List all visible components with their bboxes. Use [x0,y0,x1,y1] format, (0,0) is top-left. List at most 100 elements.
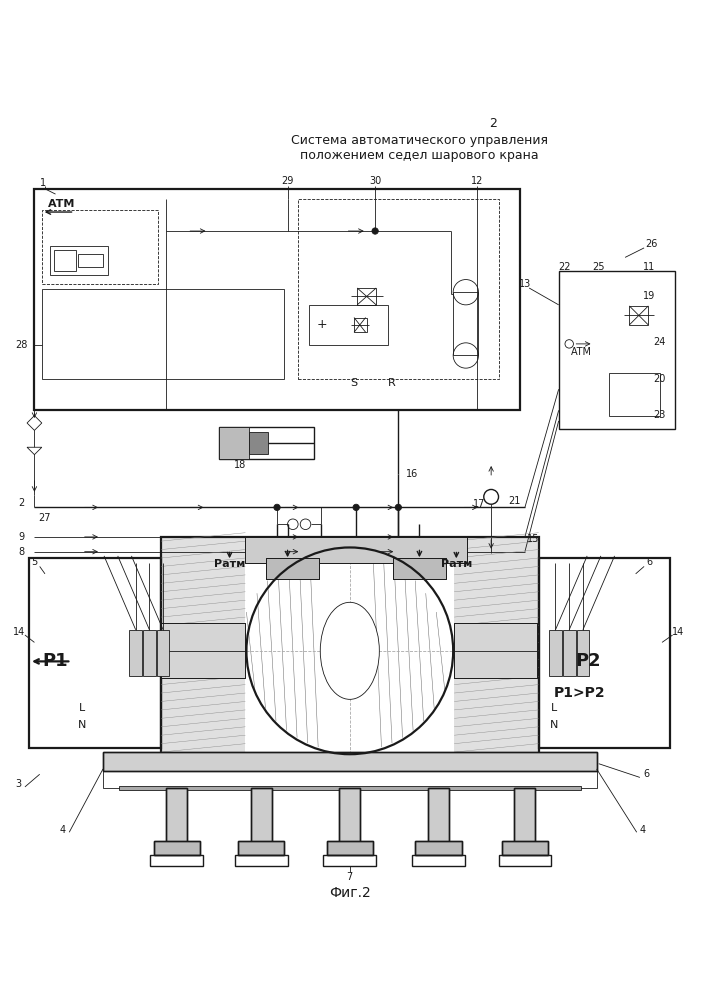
Bar [629,306,648,325]
Bar [50,246,108,275]
Text: 4: 4 [60,825,66,835]
Bar [249,432,267,454]
Text: 23: 23 [654,410,666,420]
Text: 17: 17 [474,499,486,509]
Text: 9: 9 [18,532,25,542]
Bar [153,841,200,855]
Text: 12: 12 [472,176,484,186]
Bar [42,210,158,284]
Circle shape [353,504,359,511]
Text: 25: 25 [592,262,605,272]
Text: Фиг.2: Фиг.2 [329,886,370,900]
Bar [161,537,539,767]
Polygon shape [161,537,245,767]
Bar [267,558,320,579]
Bar [339,788,361,843]
Text: N: N [78,720,86,730]
Polygon shape [27,416,42,430]
Bar [251,788,271,843]
Bar [609,373,660,416]
Text: R: R [388,378,396,388]
Text: 13: 13 [519,279,531,289]
Bar [549,630,562,676]
Text: Ратм: Ратм [214,559,245,569]
Bar [235,855,288,866]
Bar [35,189,520,410]
Bar [559,271,674,429]
Text: 15: 15 [527,534,539,544]
Bar [339,788,361,843]
Bar [54,250,76,271]
Bar [166,788,187,843]
Bar [42,289,284,379]
Bar [502,841,548,855]
Text: 2: 2 [489,117,497,130]
Text: +: + [317,318,328,331]
Bar [103,752,597,771]
Text: 11: 11 [643,262,655,272]
Text: АТМ: АТМ [571,347,592,357]
Bar [327,841,373,855]
Bar [428,788,449,843]
Text: 28: 28 [16,340,28,350]
Bar [428,788,449,843]
Bar [354,318,367,332]
Bar [219,427,249,459]
Text: 14: 14 [672,627,684,637]
Bar [454,623,537,678]
Text: Р1>Р2: Р1>Р2 [554,686,606,700]
Text: 1: 1 [40,178,46,188]
Bar [166,788,187,843]
Bar [539,558,670,748]
Bar [238,841,284,855]
Bar [393,558,446,579]
Bar [323,855,376,866]
Bar [151,855,203,866]
Text: положением седел шарового крана: положением седел шарового крана [300,149,539,162]
Bar [238,841,284,855]
Text: Система автоматического управления: Система автоматического управления [291,134,548,147]
Text: 26: 26 [645,239,658,249]
Circle shape [274,504,280,511]
Text: L: L [78,703,85,713]
Text: 2: 2 [18,498,25,508]
Text: 20: 20 [654,374,666,384]
Text: 4: 4 [640,825,646,835]
Text: Р2: Р2 [575,652,601,670]
Text: 3: 3 [16,779,22,789]
Text: Ратм: Ратм [440,559,472,569]
Text: 21: 21 [508,496,520,506]
Circle shape [372,228,378,234]
Bar [29,558,161,748]
Bar [412,855,464,866]
Text: 19: 19 [643,291,655,301]
Bar [498,855,551,866]
Text: S: S [351,378,358,388]
Bar [245,537,467,563]
Bar [415,841,462,855]
Bar [415,841,462,855]
Bar [153,841,200,855]
Text: Р1: Р1 [42,652,69,670]
Bar [129,630,142,676]
Text: 27: 27 [39,513,51,523]
Text: 7: 7 [346,872,353,882]
Polygon shape [454,537,539,767]
Text: 8: 8 [18,547,25,557]
Bar [515,788,535,843]
Text: 18: 18 [234,460,246,470]
Bar [502,841,548,855]
Ellipse shape [320,602,380,699]
Text: L: L [551,703,558,713]
Text: 30: 30 [369,176,381,186]
Text: АТМ: АТМ [48,199,76,209]
Bar [515,788,535,843]
Text: 22: 22 [559,262,571,272]
Bar [161,623,245,678]
Bar [251,788,271,843]
Polygon shape [27,447,42,455]
Text: N: N [550,720,559,730]
Bar [157,630,170,676]
Text: 6: 6 [643,769,649,779]
Bar [309,305,387,345]
